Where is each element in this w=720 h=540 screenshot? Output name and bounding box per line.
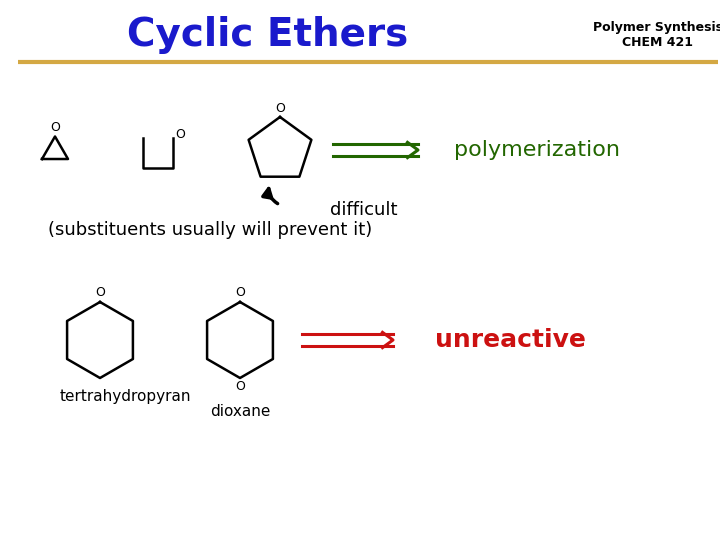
Text: O: O (95, 287, 105, 300)
Text: polymerization: polymerization (454, 140, 620, 160)
Text: O: O (235, 381, 245, 394)
Text: (substituents usually will prevent it): (substituents usually will prevent it) (48, 221, 372, 239)
Text: O: O (235, 287, 245, 300)
Text: Cyclic Ethers: Cyclic Ethers (127, 16, 409, 54)
Text: difficult: difficult (330, 201, 397, 219)
Text: O: O (50, 121, 60, 134)
Text: unreactive: unreactive (435, 328, 585, 352)
Text: tertrahydropyran: tertrahydropyran (60, 389, 192, 404)
Text: Polymer Synthesis
CHEM 421: Polymer Synthesis CHEM 421 (593, 21, 720, 49)
Text: O: O (175, 127, 185, 140)
Text: dioxane: dioxane (210, 404, 270, 420)
Text: O: O (275, 102, 285, 114)
